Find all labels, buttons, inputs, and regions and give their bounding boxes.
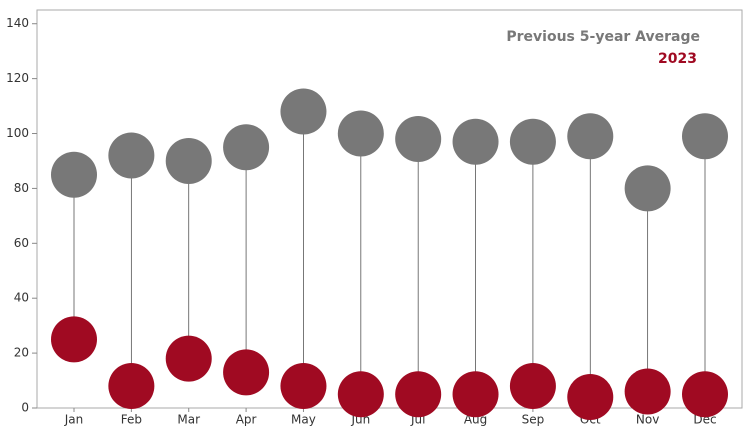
y-tick-label: 120 xyxy=(6,71,29,85)
y-tick-label: 100 xyxy=(6,126,29,140)
y-tick-label: 40 xyxy=(14,291,29,305)
dot xyxy=(337,110,384,157)
dot xyxy=(567,374,614,421)
dot xyxy=(108,363,155,410)
dot xyxy=(280,363,327,410)
dot xyxy=(624,368,671,415)
dot xyxy=(165,335,212,382)
y-tick-label: 80 xyxy=(14,181,29,195)
dot xyxy=(509,363,556,410)
x-tick-label: Mar xyxy=(177,413,200,427)
y-tick-label: 140 xyxy=(6,16,29,30)
dot xyxy=(51,316,97,363)
x-tick-label: Feb xyxy=(121,413,142,427)
x-tick-label: Sep xyxy=(522,413,545,427)
dot xyxy=(624,165,671,212)
dot xyxy=(395,371,442,418)
legend-entry: Previous 5-year Average xyxy=(506,29,700,45)
plot-frame xyxy=(36,9,743,409)
x-tick-label: Nov xyxy=(636,413,659,427)
dot xyxy=(682,113,728,160)
dot xyxy=(452,371,499,418)
dot xyxy=(567,113,614,160)
dot xyxy=(395,116,442,163)
y-tick-label: 0 xyxy=(21,401,29,415)
dot xyxy=(165,137,212,184)
dot xyxy=(223,124,270,171)
dot xyxy=(452,118,499,165)
dot xyxy=(682,371,728,418)
legend-entry: 2023 xyxy=(658,51,697,67)
x-tick-label: May xyxy=(291,413,316,427)
x-tick-label: Jan xyxy=(64,413,84,427)
dot xyxy=(51,151,97,198)
dot xyxy=(509,118,556,165)
dot xyxy=(280,88,327,135)
y-tick-label: 60 xyxy=(14,236,29,250)
dot xyxy=(337,371,384,418)
dot xyxy=(108,132,155,179)
x-tick-label: Apr xyxy=(236,413,257,427)
y-tick-label: 20 xyxy=(14,346,29,360)
dot xyxy=(223,349,270,396)
